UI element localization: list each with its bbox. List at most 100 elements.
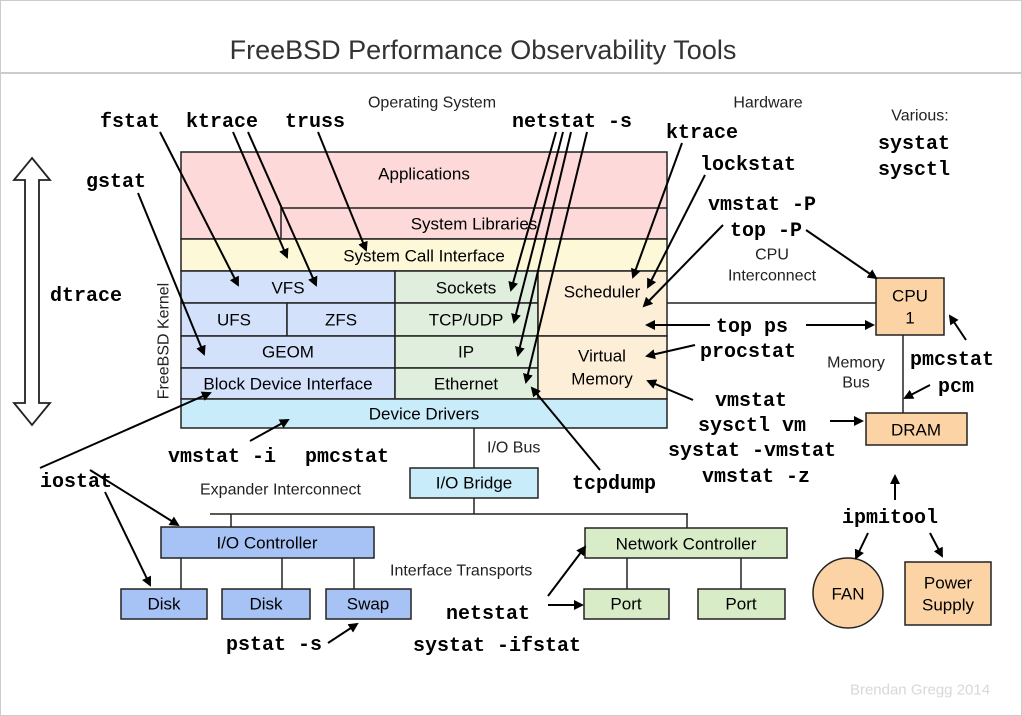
tool-arrow [929,532,943,558]
os-label: Operating System [368,95,496,112]
device-drivers-layer [180,398,668,429]
virtual-memory-box [537,335,668,400]
power-supply-label-2: Supply [922,596,974,615]
network-controller-label: Network Controller [616,535,757,554]
fan-label: FAN [831,585,864,604]
tool-arrow [805,229,878,280]
dtrace-scope-double-arrow [12,156,52,427]
tool-labels: fstat ktrace truss netstat -s ktrace loc… [40,111,994,658]
syscall-layer [180,238,668,272]
device-drivers-label: Device Drivers [369,405,480,424]
io-controller-box [160,526,375,559]
dram-label: DRAM [891,421,941,440]
tool-ktrace: ktrace [186,111,258,134]
ufs-box [180,302,288,337]
hardware-label: Hardware [733,95,802,112]
io-controller-label: I/O Controller [216,534,317,553]
virtual-memory-label-2: Memory [571,370,633,389]
port-box-1 [583,588,670,620]
various-label: Various: [891,108,949,125]
network-controller-box [584,527,788,559]
memory-bus-label-2: Bus [842,375,870,392]
tool-sysctl-vm: sysctl vm [698,415,806,438]
tool-arrow [89,469,180,527]
disk-box-2 [221,588,311,620]
port-box-2 [697,588,786,620]
tool-arrow [547,545,587,597]
tool-ktrace-hw: ktrace [666,122,738,145]
tool-vmstat-i: vmstat -i [168,446,276,469]
tool-pmcstat-cpu: pmcstat [910,349,994,372]
tool-arrow [159,131,239,287]
geom-box [180,335,396,369]
scheduler-label: Scheduler [564,283,641,302]
tool-top-ps: top ps [716,316,788,339]
port-label-1: Port [610,595,641,614]
tool-dtrace: dtrace [50,285,122,308]
sockets-label: Sockets [436,279,496,298]
tool-arrow [232,131,289,259]
tool-systat-vmstat: systat -vmstat [668,440,836,463]
cpu-box [875,277,945,336]
tool-procstat: procstat [700,341,796,364]
cpu-interconnect-label-2: Interconnect [728,268,817,285]
vfs-box [180,270,396,304]
tool-vmstat-z: vmstat -z [702,466,810,489]
tool-gstat: gstat [86,171,146,194]
tool-arrow [249,419,290,442]
tool-arrow [327,622,359,644]
geom-label: GEOM [262,343,314,362]
tool-arrow [104,491,152,587]
tool-tcpdump: tcpdump [572,473,656,496]
cpu-label-2: 1 [905,309,914,328]
tool-iostat: iostat [40,471,112,494]
tool-arrow [645,344,696,360]
tool-truss: truss [285,111,345,134]
tool-pstat-s: pstat -s [226,634,322,657]
tool-arrow [631,142,683,279]
tool-vmstat: vmstat [715,390,787,413]
tool-fstat: fstat [100,111,160,134]
power-supply-box [904,561,992,626]
fan-circle [812,557,884,629]
block-device-box [180,367,396,400]
ethernet-label: Ethernet [434,375,499,394]
tool-ipmitool: ipmitool [842,507,938,530]
author-credit: Brendan Gregg 2014 [850,682,990,699]
tool-systat-ifstat: systat -ifstat [413,635,581,658]
tool-arrow [137,192,206,356]
io-bridge-box [409,467,539,499]
connection-lines [180,302,904,589]
os-stack: Applications System Libraries System Cal… [180,151,668,429]
swap-label: Swap [347,595,390,614]
tool-pcm: pcm [938,376,974,399]
tool-arrow [530,386,601,471]
tool-netstat: netstat [446,603,530,626]
tool-top-P: top -P [730,220,802,243]
tool-arrow [247,131,318,287]
tool-arrow [903,384,931,399]
io-bridge-label: I/O Bridge [436,474,513,493]
tool-arrow [647,174,706,289]
ip-label: IP [458,343,474,362]
io-bus-label: I/O Bus [487,440,540,457]
tool-arrow [523,131,588,384]
cpu-interconnect-label-1: CPU [755,247,789,264]
ufs-label: UFS [217,311,251,330]
cpu-label-1: CPU [892,287,928,306]
disk-box-1 [120,588,208,620]
tool-arrow [642,224,724,308]
tcp-udp-label: TCP/UDP [429,311,504,330]
dram-box [865,412,968,446]
disk-label-2: Disk [249,595,283,614]
tool-arrow [646,379,694,401]
vfs-label: VFS [271,279,304,298]
virtual-memory-label-1: Virtual [578,347,626,366]
zfs-label: ZFS [325,311,357,330]
page-title: FreeBSD Performance Observability Tools [230,35,737,65]
system-libraries-label: System Libraries [411,215,538,234]
interface-transports-label: Interface Transports [390,563,532,580]
port-label-2: Port [725,595,756,614]
tool-vmstat-P: vmstat -P [708,194,816,217]
